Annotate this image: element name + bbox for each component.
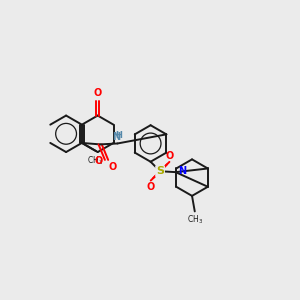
Text: N: N [178,166,186,176]
Text: O: O [166,151,174,161]
Text: S: S [156,166,164,176]
Text: O: O [146,182,154,192]
Text: H: H [116,131,122,140]
Text: N: N [112,132,121,142]
Text: CH$_3$: CH$_3$ [87,154,103,167]
Text: O: O [94,156,102,166]
Text: CH$_3$: CH$_3$ [187,214,203,226]
Text: O: O [94,88,102,98]
Text: O: O [108,162,116,172]
